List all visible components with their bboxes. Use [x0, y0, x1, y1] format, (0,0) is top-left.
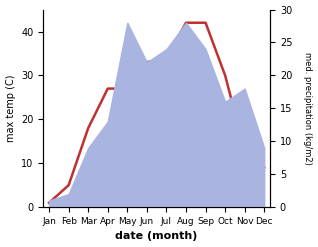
X-axis label: date (month): date (month) — [115, 231, 198, 242]
Y-axis label: max temp (C): max temp (C) — [5, 75, 16, 142]
Y-axis label: med. precipitation (kg/m2): med. precipitation (kg/m2) — [303, 52, 313, 165]
